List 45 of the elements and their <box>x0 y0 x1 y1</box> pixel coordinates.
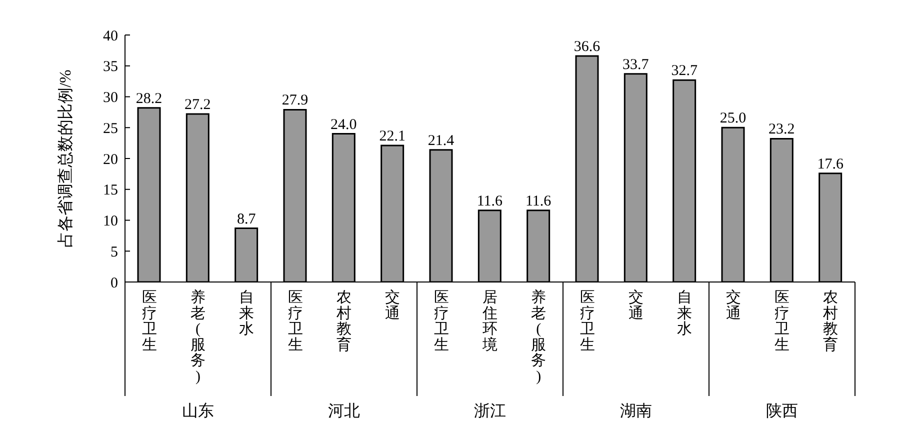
x-tick-label: 医疗卫生 <box>580 290 595 354</box>
x-tick-label: 医疗卫生 <box>434 290 449 354</box>
y-tick-label: 10 <box>103 214 118 230</box>
x-tick-label: 自来水 <box>677 289 692 338</box>
text: 湖南 <box>620 402 652 420</box>
data-label: 36.6 <box>574 38 601 55</box>
x-tick-label: 交通 <box>628 289 644 322</box>
text: 陕西 <box>766 403 798 420</box>
data-label: 28.2 <box>136 90 162 107</box>
text: 浙江 <box>474 402 506 420</box>
x-tick-label: 自来水 <box>239 289 254 338</box>
y-tick-label: 0 <box>110 275 118 292</box>
y-tick-label: 25 <box>103 120 118 137</box>
x-tick-label: 养老(服务) <box>531 289 546 385</box>
text: 河北 <box>328 402 360 420</box>
data-label: 27.2 <box>184 97 211 114</box>
y-tick-label: 5 <box>110 244 118 260</box>
data-label: 8.7 <box>236 211 256 228</box>
x-tick-label: 农村教育 <box>822 290 838 354</box>
data-label: 17.6 <box>817 156 844 172</box>
y-tick-label: 30 <box>103 90 118 106</box>
x-tick-label: 交通 <box>726 289 741 322</box>
data-label: 25.0 <box>720 110 746 127</box>
x-tick-label: 居住环境 <box>482 290 498 354</box>
y-tick-label: 35 <box>103 59 118 76</box>
y-tick-label: 15 <box>103 182 118 199</box>
text: 山东 <box>182 402 214 420</box>
y-axis-title: 占各省调查总数的比例/% <box>56 70 75 248</box>
y-tick-label: 40 <box>103 28 118 44</box>
x-tick-label: 养老(服务) <box>190 289 206 385</box>
data-label: 27.9 <box>282 92 308 109</box>
data-label: 11.6 <box>525 193 552 210</box>
x-tick-label: 医疗卫生 <box>142 290 157 354</box>
data-label: 23.2 <box>768 122 795 138</box>
data-label: 33.7 <box>622 56 650 73</box>
x-tick-label: 农村教育 <box>336 290 352 354</box>
x-tick-label: 交通 <box>385 289 400 322</box>
data-label: 22.1 <box>379 128 406 145</box>
data-label: 32.7 <box>671 63 698 80</box>
y-tick-label: 20 <box>103 152 118 168</box>
data-label: 11.6 <box>476 193 504 210</box>
data-label: 24.0 <box>330 116 357 133</box>
x-tick-label: 医疗卫生 <box>288 290 303 354</box>
data-label: 21.4 <box>428 132 455 149</box>
x-tick-label: 医疗卫生 <box>774 290 790 354</box>
